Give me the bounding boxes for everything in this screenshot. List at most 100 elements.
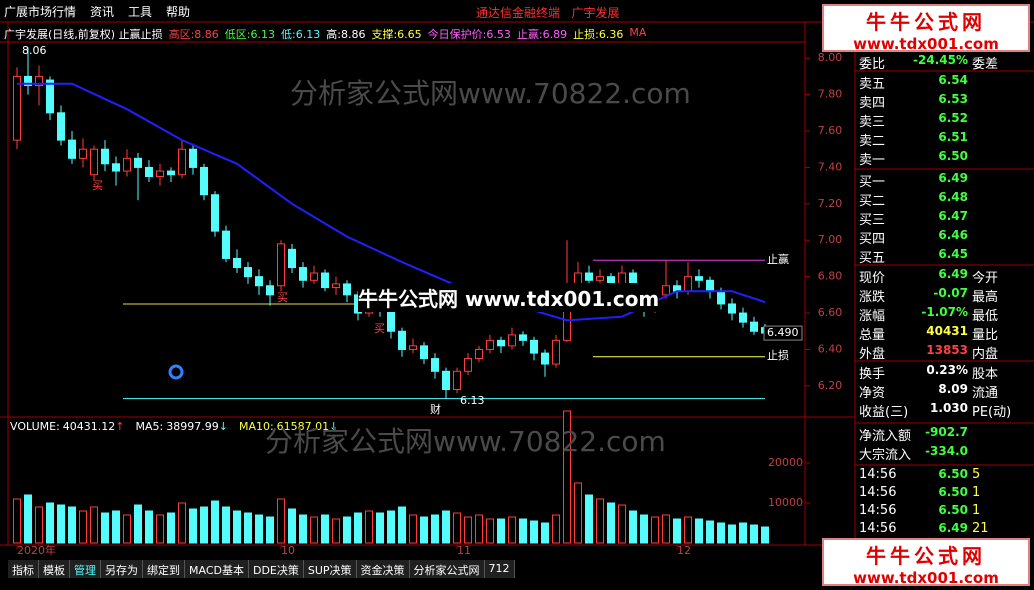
candle-body xyxy=(464,358,472,372)
header-item: 高区:8.86 xyxy=(169,26,219,42)
volume-bar xyxy=(585,494,593,544)
quote-value: 6.54 xyxy=(938,73,968,87)
candle-body xyxy=(409,345,417,350)
volume-header-arrow: ↓ xyxy=(329,420,338,433)
quote-tail: 今开 xyxy=(972,271,999,286)
volume-bar xyxy=(255,514,263,544)
candle-body xyxy=(35,75,43,87)
tab[interactable]: 绑定到 xyxy=(143,560,185,578)
header-item: 低:6.13 xyxy=(281,26,320,42)
annotation: 6.13 xyxy=(460,394,485,407)
volume-bar xyxy=(387,510,395,544)
volume-tick-label: 20000 xyxy=(768,456,803,469)
quote-label: 卖四 xyxy=(859,96,886,111)
volume-header-value: 38997.99 xyxy=(166,420,219,433)
volume-bar xyxy=(706,520,714,544)
logo: 牛牛公式网 www.tdx001.com xyxy=(822,538,1030,587)
tab-bar: 指标 模板 管理 另存为 绑定到 MACD基本 DDE决策 SUP决策 资金决策 分析家公式网 71… xyxy=(8,560,515,578)
tab[interactable]: 资金决策 xyxy=(357,560,410,578)
tab[interactable]: DDE决策 xyxy=(249,560,304,578)
quote-label: 买三 xyxy=(859,213,886,228)
quote-value: 6.50 xyxy=(938,467,968,481)
app-title: 通达信金融终端 广宇发展 xyxy=(476,4,619,21)
volume-bar xyxy=(596,498,604,544)
volume-bar xyxy=(464,516,472,544)
quote-value: 6.51 xyxy=(938,130,968,144)
volume-bar xyxy=(200,506,208,544)
volume-bar xyxy=(288,508,296,544)
quote-tail: 1 xyxy=(972,485,981,500)
volume-bar xyxy=(475,514,483,544)
volume-bar xyxy=(134,504,142,544)
annotation: 8.06 xyxy=(22,44,47,57)
quote-label: 卖三 xyxy=(859,115,886,130)
tab[interactable]: 模板 xyxy=(39,560,70,578)
volume-bar xyxy=(453,512,461,544)
candle-body xyxy=(255,276,263,287)
quote-tail: 流通 xyxy=(972,386,999,401)
quote-tail: PE(动) xyxy=(972,405,1012,420)
volume-bar xyxy=(541,522,549,544)
volume-bar xyxy=(46,502,54,544)
cursor-ring xyxy=(168,364,184,380)
volume-bar xyxy=(431,514,439,544)
menu-item[interactable]: 帮助 xyxy=(166,4,191,19)
header-item: 今日保护价:6.53 xyxy=(428,26,511,42)
volume-bar xyxy=(530,520,538,544)
volume-bar xyxy=(101,512,109,544)
header-label: 止赢: xyxy=(516,28,543,41)
candle-body xyxy=(167,170,175,176)
volume-bar xyxy=(552,514,560,544)
tab[interactable]: 712 xyxy=(485,560,515,578)
volume-bar xyxy=(398,506,406,544)
header-item: 止赢:6.89 xyxy=(517,26,567,42)
quote-value: -1.07% xyxy=(921,305,968,319)
header-item: 支撑:6.65 xyxy=(371,26,421,42)
tab[interactable]: 管理 xyxy=(70,560,101,578)
volume-bar xyxy=(222,506,230,544)
menu-item[interactable]: 广展市场行情 xyxy=(4,4,77,19)
quote-value: 6.52 xyxy=(938,111,968,125)
quote-value: -902.7 xyxy=(925,425,968,439)
header-value: 6.36 xyxy=(598,28,624,41)
quote-label: 14:56 xyxy=(859,521,897,536)
candle-body xyxy=(453,370,461,391)
menu-item[interactable]: 资讯 xyxy=(90,4,115,19)
candle-body xyxy=(431,358,439,372)
tab[interactable]: 分析家公式网 xyxy=(410,560,485,578)
quote-label: 净资 xyxy=(859,386,886,401)
candle-body xyxy=(497,339,505,347)
annotation: 财 xyxy=(430,402,441,416)
candle-body xyxy=(519,334,527,341)
candle-body xyxy=(288,248,296,269)
quote-value: 6.50 xyxy=(938,485,968,499)
menu-item[interactable]: 工具 xyxy=(128,4,153,19)
candle-body xyxy=(475,348,483,360)
candle-body xyxy=(728,303,736,314)
tab[interactable]: SUP决策 xyxy=(304,560,357,578)
volume-header-value: 61587.01 xyxy=(277,420,330,433)
volume-header: VOLUME: 40431.12↑ xyxy=(10,420,125,433)
quote-label: 14:56 xyxy=(859,485,897,500)
candle-body xyxy=(200,166,208,196)
tab[interactable]: MACD基本 xyxy=(185,560,249,578)
volume-header-value: 40431.12 xyxy=(63,420,116,433)
header-item: 低区:6.13 xyxy=(225,26,275,42)
quote-label: 卖二 xyxy=(859,134,886,149)
candle-body xyxy=(486,339,494,350)
candle-body xyxy=(112,163,120,172)
volume-bar xyxy=(310,516,318,544)
quote-value: 6.48 xyxy=(938,190,968,204)
logo-name: 牛牛公式网 xyxy=(866,10,986,34)
volume-bar xyxy=(321,514,329,544)
candle-body xyxy=(662,285,670,296)
candle-body xyxy=(387,308,395,332)
volume-bar xyxy=(508,516,516,544)
quote-value: -0.07 xyxy=(933,286,968,300)
tab[interactable]: 指标 xyxy=(8,560,39,578)
candle-body xyxy=(46,79,54,114)
header-label: 低: xyxy=(281,28,296,41)
header-label: 高: xyxy=(326,28,341,41)
candle-body xyxy=(134,157,142,168)
tab[interactable]: 另存为 xyxy=(101,560,143,578)
